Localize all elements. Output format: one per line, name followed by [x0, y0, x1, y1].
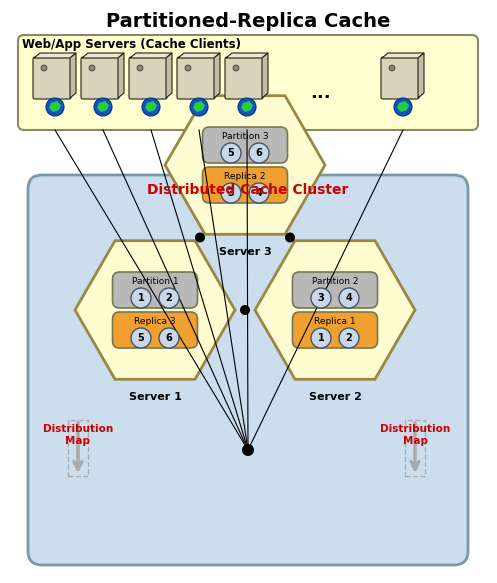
Text: Partition 1: Partition 1 — [132, 277, 178, 286]
Text: 2: 2 — [166, 293, 172, 303]
Text: Partition 3: Partition 3 — [222, 132, 268, 141]
Circle shape — [94, 98, 112, 116]
FancyBboxPatch shape — [202, 127, 287, 163]
Text: 5: 5 — [228, 148, 235, 158]
Polygon shape — [97, 101, 109, 112]
Text: Replica 1: Replica 1 — [314, 317, 356, 326]
Polygon shape — [165, 96, 325, 234]
Polygon shape — [75, 241, 235, 380]
Text: Replica 3: Replica 3 — [134, 317, 176, 326]
Circle shape — [221, 183, 241, 203]
FancyBboxPatch shape — [33, 57, 71, 99]
Circle shape — [142, 98, 160, 116]
Polygon shape — [262, 53, 268, 98]
FancyBboxPatch shape — [177, 57, 215, 99]
Text: 4: 4 — [255, 188, 262, 198]
FancyBboxPatch shape — [28, 175, 468, 565]
Polygon shape — [178, 53, 220, 58]
Text: Partition 2: Partition 2 — [312, 277, 358, 286]
Circle shape — [89, 65, 95, 71]
Text: Web/App Servers (Cache Clients): Web/App Servers (Cache Clients) — [22, 38, 241, 51]
Circle shape — [185, 65, 191, 71]
Circle shape — [249, 143, 269, 163]
Circle shape — [131, 328, 151, 348]
Circle shape — [389, 65, 395, 71]
Text: Server 3: Server 3 — [219, 247, 271, 257]
Polygon shape — [214, 53, 220, 98]
Text: Replica 2: Replica 2 — [224, 172, 266, 181]
Circle shape — [46, 98, 64, 116]
Bar — [405, 420, 425, 476]
Text: 3: 3 — [318, 293, 325, 303]
Circle shape — [221, 143, 241, 163]
Circle shape — [233, 65, 239, 71]
Circle shape — [339, 288, 359, 308]
Polygon shape — [226, 53, 268, 58]
Circle shape — [159, 328, 179, 348]
Circle shape — [137, 65, 143, 71]
Polygon shape — [82, 53, 124, 58]
Text: ...: ... — [310, 84, 331, 102]
Polygon shape — [255, 241, 415, 380]
Polygon shape — [193, 101, 205, 112]
Polygon shape — [397, 101, 409, 112]
Text: 5: 5 — [138, 333, 144, 343]
Circle shape — [339, 328, 359, 348]
Text: 2: 2 — [345, 333, 352, 343]
FancyBboxPatch shape — [129, 57, 167, 99]
Polygon shape — [130, 53, 172, 58]
Text: 6: 6 — [255, 148, 262, 158]
FancyBboxPatch shape — [293, 312, 378, 348]
Circle shape — [195, 233, 205, 243]
FancyBboxPatch shape — [293, 272, 378, 308]
Text: Server 1: Server 1 — [129, 392, 181, 402]
Polygon shape — [49, 101, 61, 112]
Circle shape — [159, 288, 179, 308]
Circle shape — [311, 288, 331, 308]
Circle shape — [311, 328, 331, 348]
Text: 4: 4 — [345, 293, 352, 303]
Text: 1: 1 — [318, 333, 325, 343]
Circle shape — [285, 233, 295, 243]
Text: Server 2: Server 2 — [309, 392, 361, 402]
Polygon shape — [34, 53, 76, 58]
FancyBboxPatch shape — [18, 35, 478, 130]
Circle shape — [41, 65, 47, 71]
Text: 6: 6 — [166, 333, 172, 343]
FancyBboxPatch shape — [225, 57, 263, 99]
Circle shape — [190, 98, 208, 116]
Text: Partitioned-Replica Cache: Partitioned-Replica Cache — [106, 12, 390, 31]
Polygon shape — [382, 53, 424, 58]
Polygon shape — [166, 53, 172, 98]
Bar — [68, 420, 88, 476]
FancyBboxPatch shape — [112, 272, 197, 308]
Text: Distributed Cache Cluster: Distributed Cache Cluster — [147, 183, 349, 197]
Circle shape — [249, 183, 269, 203]
Text: Distribution
Map: Distribution Map — [380, 424, 450, 445]
Polygon shape — [70, 53, 76, 98]
Circle shape — [238, 98, 256, 116]
Circle shape — [394, 98, 412, 116]
Polygon shape — [145, 101, 157, 112]
Text: 1: 1 — [138, 293, 144, 303]
Circle shape — [242, 444, 254, 456]
FancyBboxPatch shape — [81, 57, 119, 99]
FancyBboxPatch shape — [202, 167, 287, 203]
Text: Distribution
Map: Distribution Map — [43, 424, 113, 445]
Circle shape — [240, 305, 250, 315]
FancyBboxPatch shape — [112, 312, 197, 348]
Polygon shape — [418, 53, 424, 98]
Text: 3: 3 — [228, 188, 235, 198]
Circle shape — [131, 288, 151, 308]
Polygon shape — [241, 101, 253, 112]
FancyBboxPatch shape — [381, 57, 419, 99]
Polygon shape — [118, 53, 124, 98]
